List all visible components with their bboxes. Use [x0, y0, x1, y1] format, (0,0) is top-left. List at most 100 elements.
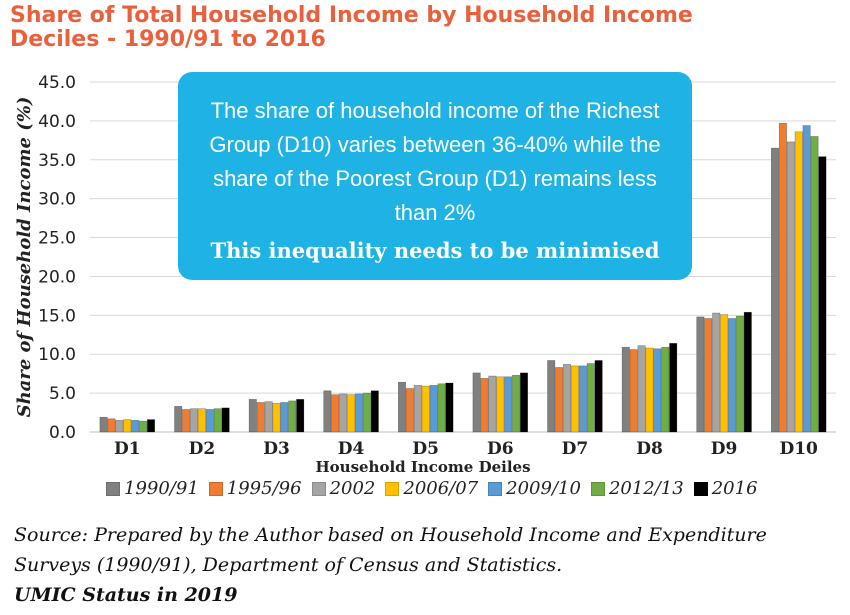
source-note: Source: Prepared by the Author based on … [14, 520, 844, 610]
legend-swatch [208, 481, 223, 496]
bar [405, 388, 414, 433]
bar [637, 345, 646, 433]
legend-label: 2006/07 [403, 478, 479, 499]
bar [778, 122, 787, 433]
bar [272, 402, 281, 433]
bar [190, 408, 199, 433]
bar [182, 409, 191, 433]
bar [629, 349, 638, 433]
bar [720, 314, 729, 433]
bar [712, 312, 721, 433]
x-tick-label: D6 [487, 439, 514, 459]
bar [123, 419, 132, 433]
bar [661, 346, 670, 433]
bar [727, 318, 736, 433]
legend-label: 1990/91 [124, 478, 199, 499]
y-tick-label: 10.0 [38, 345, 76, 365]
bar [131, 420, 140, 433]
bar [213, 408, 222, 433]
bar [645, 347, 654, 433]
bar [496, 376, 505, 433]
bar [347, 394, 356, 433]
bar [296, 399, 305, 433]
y-tick-label: 25.0 [38, 229, 76, 249]
source-text: Source: Prepared by the Author based on … [14, 524, 767, 576]
legend-swatch [693, 481, 708, 496]
bar [770, 147, 779, 433]
chart-title-line-2: Deciles - 1990/91 to 2016 [10, 27, 326, 52]
legend-label: 1995/96 [226, 478, 302, 499]
legend-item: 2009/10 [488, 478, 581, 499]
bar [586, 363, 595, 433]
x-tick-label: D7 [562, 439, 589, 459]
bar [397, 381, 406, 433]
legend-item: 1990/91 [106, 478, 199, 499]
bar [555, 367, 564, 433]
bar [578, 365, 587, 433]
bar [205, 409, 214, 433]
x-tick-label: D10 [779, 439, 818, 459]
callout-text: The share of household income of the Ric… [209, 98, 661, 225]
bar [810, 136, 819, 433]
x-tick-label: D3 [263, 439, 290, 459]
bar [339, 393, 348, 433]
status-text: UMIC Status in 2019 [14, 584, 238, 606]
y-tick-label: 40.0 [38, 112, 76, 132]
bar [362, 392, 371, 433]
bar [256, 402, 265, 433]
bar [504, 376, 513, 433]
legend-label: 2002 [329, 478, 376, 499]
x-tick-label: D9 [711, 439, 738, 459]
bar [421, 385, 430, 433]
bar [472, 372, 481, 433]
y-axis-label: Share of Household Income (%) [14, 97, 35, 418]
legend-item: 1995/96 [208, 478, 302, 499]
bar [704, 318, 713, 433]
callout-box: The share of household income of the Ric… [178, 72, 692, 280]
bar [139, 420, 148, 433]
legend-item: 2006/07 [385, 478, 478, 499]
bar [264, 401, 273, 433]
x-tick-label: D1 [114, 439, 141, 459]
legend-swatch [385, 481, 400, 496]
y-tick-label: 35.0 [38, 151, 76, 171]
legend-label: 2016 [711, 478, 758, 499]
bar [562, 364, 571, 433]
bar [221, 407, 230, 433]
bar [669, 343, 678, 433]
legend-label: 2009/10 [506, 478, 581, 499]
bar [512, 374, 521, 433]
callout-emphasis: This inequality needs to be minimised [210, 238, 660, 263]
bar [621, 346, 630, 433]
legend-swatch [590, 481, 605, 496]
bar [354, 393, 363, 433]
legend-swatch [311, 481, 326, 496]
legend-item: 2002 [311, 478, 376, 499]
y-tick-label: 15.0 [38, 306, 76, 326]
bar [248, 399, 257, 433]
legend-label: 2012/13 [608, 478, 684, 499]
bar [331, 394, 340, 433]
y-tick-label: 30.0 [38, 190, 76, 210]
bar [653, 348, 662, 433]
x-tick-label: D8 [636, 439, 663, 459]
bar [519, 372, 528, 433]
legend-swatch [106, 481, 120, 496]
legend-item: 2016 [693, 478, 758, 499]
chart-title: Share of Total Household Income by House… [10, 4, 830, 52]
bar [429, 385, 438, 433]
legend-item: 2012/13 [590, 478, 684, 499]
bar [743, 311, 752, 433]
x-axis-label: Household Income Deiles [315, 458, 530, 476]
bar-chart: 0.0 5.0 10.0 15.0 20.0 25.0 30.0 35.0 40.0 45.0 D1… [14, 73, 836, 476]
bar [288, 400, 297, 433]
chart-title-line-1: Share of Total Household Income by House… [10, 3, 693, 28]
chart-legend: 1990/91 1995/96 2002 2006/07 2009/10 2012/13 2… [106, 478, 806, 499]
legend-swatch [488, 481, 503, 496]
y-tick-label: 0.0 [49, 423, 76, 443]
bar [445, 382, 454, 433]
bar [323, 390, 332, 433]
y-tick-label: 45.0 [38, 73, 76, 93]
bar [147, 419, 156, 433]
bar [696, 316, 705, 433]
